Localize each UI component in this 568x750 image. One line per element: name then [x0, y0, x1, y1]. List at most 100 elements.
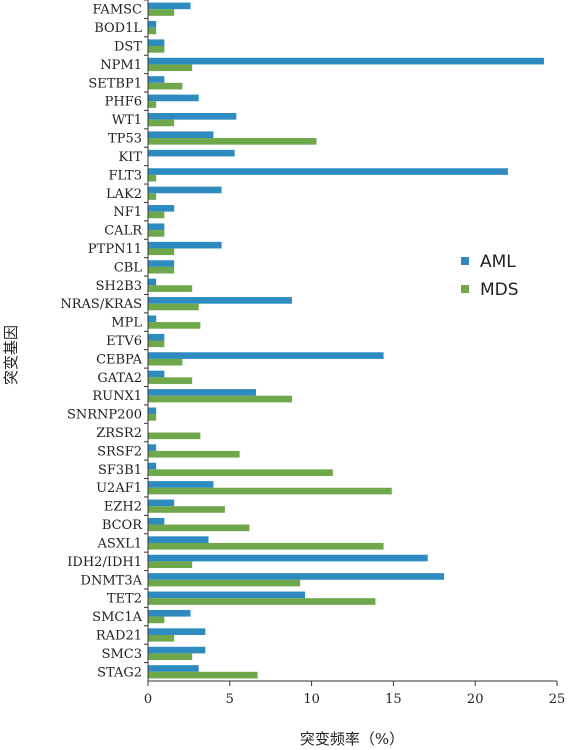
legend-mds-swatch [461, 285, 469, 293]
bar-aml-8 [148, 149, 235, 157]
legend: AML MDS [461, 252, 519, 300]
bar-mds-14 [148, 266, 175, 274]
bar-mds-1 [148, 27, 157, 35]
bar-mds-29 [148, 542, 384, 550]
bar-aml-11 [148, 205, 175, 212]
bar-aml-29 [148, 536, 209, 543]
bar-mds-18 [148, 340, 165, 348]
y-tick-label-8: KIT [118, 150, 142, 165]
y-tick-label-33: SMC1A [92, 610, 142, 625]
y-axis-title: 突变基因 [2, 325, 20, 385]
bar-mds-35 [148, 653, 193, 661]
bar-mds-34 [148, 634, 175, 642]
bar-aml-10 [148, 186, 222, 194]
labels-layer: FAMSC BOD1L DST NPM1 SETBP1 PHF6 WT1 TP53 KIT FLT… [60, 3, 565, 707]
bar-aml-20 [148, 370, 165, 378]
y-tick-label-0: FAMSC [93, 3, 142, 18]
bar-aml-2 [148, 39, 165, 47]
bar-mds-4 [148, 82, 183, 90]
y-tick-label-10: LAK2 [106, 187, 142, 202]
bar-aml-33 [148, 609, 191, 617]
bar-mds-5 [148, 101, 157, 108]
y-tick-label-14: CBL [114, 260, 143, 275]
bar-aml-19 [148, 352, 384, 359]
y-tick-label-15: SH2B3 [96, 279, 142, 294]
y-tick-label-6: WT1 [112, 113, 142, 128]
y-tick-label-17: MPL [111, 316, 142, 331]
bar-mds-22 [148, 414, 157, 421]
y-tick-label-36: STAG2 [97, 665, 142, 680]
bar-mds-27 [148, 506, 225, 513]
legend-aml-swatch [461, 257, 469, 265]
x-tick-label-0: 0 [144, 692, 152, 707]
bar-mds-31 [148, 579, 301, 587]
bar-aml-32 [148, 591, 306, 599]
axes-layer [144, 0, 558, 686]
legend-mds-label: MDS [480, 280, 519, 300]
bar-mds-13 [148, 248, 175, 256]
y-tick-label-11: NF1 [113, 205, 142, 220]
bar-mds-33 [148, 616, 165, 624]
bar-mds-10 [148, 193, 157, 200]
y-tick-label-35: SMC3 [102, 647, 142, 662]
bar-mds-9 [148, 174, 157, 182]
x-tick-label-1: 5 [226, 692, 234, 707]
bar-mds-24 [148, 450, 240, 458]
bar-aml-35 [148, 646, 206, 654]
bar-aml-6 [148, 113, 237, 120]
bar-aml-1 [148, 20, 157, 28]
bar-mds-19 [148, 358, 183, 366]
bar-aml-17 [148, 315, 157, 323]
y-tick-label-23: ZRSR2 [96, 426, 142, 441]
bar-mds-3 [148, 64, 193, 72]
bar-aml-27 [148, 499, 175, 507]
bar-mds-12 [148, 230, 165, 237]
bar-mds-15 [148, 285, 193, 292]
bar-aml-5 [148, 94, 199, 102]
y-tick-label-3: NPM1 [100, 58, 142, 73]
y-tick-label-20: GATA2 [97, 371, 142, 386]
bar-aml-28 [148, 517, 165, 525]
bar-mds-25 [148, 469, 333, 476]
y-tick-label-1: BOD1L [94, 21, 142, 36]
bar-aml-4 [148, 76, 165, 83]
y-tick-label-19: CEBPA [96, 352, 143, 367]
y-tick-label-13: PTPN11 [88, 242, 142, 257]
bar-mds-6 [148, 119, 175, 127]
bar-mds-21 [148, 395, 292, 403]
bar-aml-26 [148, 481, 214, 488]
bar-aml-7 [148, 131, 214, 139]
y-tick-label-30: IDH2/IDH1 [67, 555, 142, 570]
y-tick-label-9: FLT3 [108, 168, 142, 183]
bar-aml-31 [148, 573, 445, 580]
bar-mds-28 [148, 524, 250, 532]
bar-mds-36 [148, 671, 258, 679]
y-tick-label-5: PHF6 [105, 95, 142, 110]
bar-aml-13 [148, 241, 222, 249]
bar-mds-17 [148, 322, 201, 329]
x-tick-label-3: 15 [385, 692, 402, 707]
y-tick-label-24: SRSF2 [97, 444, 142, 459]
bar-mds-0 [148, 9, 175, 16]
y-tick-label-22: SNRNP200 [67, 408, 142, 423]
y-tick-label-29: ASXL1 [97, 536, 142, 551]
y-tick-label-2: DST [114, 40, 142, 55]
bar-mds-30 [148, 561, 193, 568]
bar-mds-2 [148, 46, 165, 53]
x-tick-label-5: 25 [549, 692, 566, 707]
bar-aml-15 [148, 278, 157, 286]
y-tick-label-26: U2AF1 [96, 481, 142, 496]
bar-mds-11 [148, 211, 165, 219]
y-tick-label-4: SETBP1 [88, 76, 142, 91]
y-tick-label-31: DNMT3A [81, 573, 143, 588]
bar-aml-22 [148, 407, 157, 415]
y-tick-label-12: CALR [104, 224, 143, 239]
legend-aml-label: AML [480, 252, 516, 272]
y-tick-label-16: NRAS/KRAS [60, 297, 142, 312]
bar-mds-26 [148, 487, 392, 495]
y-tick-label-7: TP53 [108, 132, 142, 147]
bar-aml-34 [148, 628, 206, 635]
y-tick-label-18: ETV6 [106, 334, 142, 349]
bars-layer [148, 2, 544, 679]
